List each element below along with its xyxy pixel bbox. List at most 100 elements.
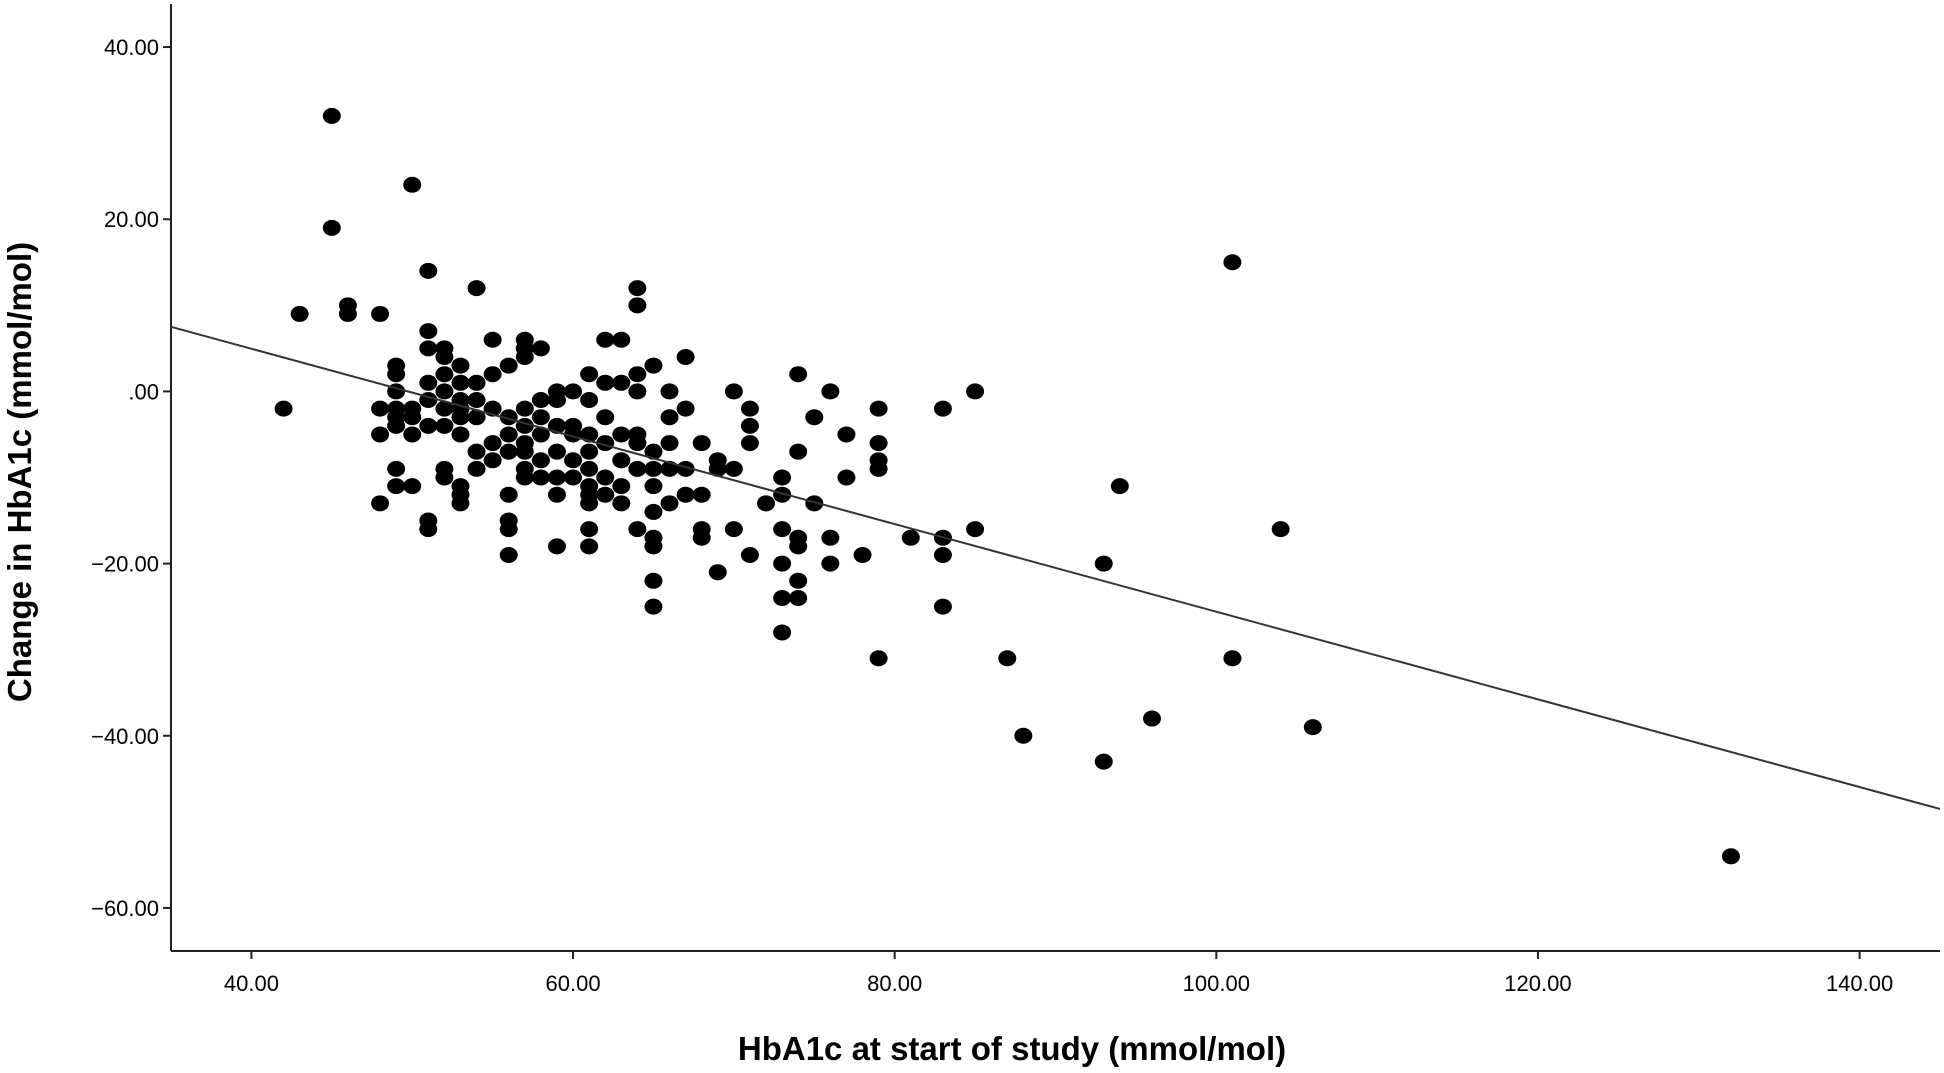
- data-point: [596, 469, 615, 486]
- data-point: [580, 392, 599, 409]
- data-point: [789, 572, 808, 589]
- data-point: [692, 486, 711, 503]
- data-point: [740, 546, 759, 563]
- data-point: [387, 460, 406, 477]
- data-point: [451, 409, 470, 426]
- data-point: [644, 478, 663, 495]
- x-axis-title: HbA1c at start of study (mmol/mol): [738, 1030, 1286, 1067]
- data-point: [612, 426, 631, 443]
- data-points: [274, 107, 1740, 865]
- data-point: [419, 417, 438, 434]
- data-point: [531, 426, 550, 443]
- data-point: [1094, 753, 1113, 770]
- data-point: [338, 305, 357, 322]
- data-point: [933, 546, 952, 563]
- data-point: [660, 495, 679, 512]
- data-point: [628, 366, 647, 383]
- data-point: [740, 435, 759, 452]
- data-point: [628, 280, 647, 297]
- data-point: [467, 443, 486, 460]
- data-point: [435, 348, 454, 365]
- data-point: [596, 409, 615, 426]
- data-point: [499, 426, 518, 443]
- data-point: [805, 409, 824, 426]
- data-point: [419, 521, 438, 538]
- data-point: [547, 469, 566, 486]
- data-point: [869, 460, 888, 477]
- data-point: [869, 435, 888, 452]
- data-point: [628, 435, 647, 452]
- data-point: [692, 529, 711, 546]
- data-point: [773, 555, 792, 572]
- data-point: [547, 392, 566, 409]
- data-point: [1142, 710, 1161, 727]
- data-point: [467, 280, 486, 297]
- data-point: [499, 546, 518, 563]
- data-point: [483, 435, 502, 452]
- data-point: [483, 452, 502, 469]
- data-point: [387, 417, 406, 434]
- x-tick-label: 120.00: [1504, 971, 1571, 996]
- data-point: [628, 521, 647, 538]
- data-point: [451, 495, 470, 512]
- data-point: [708, 564, 727, 581]
- data-point: [499, 409, 518, 426]
- x-tick-label: 140.00: [1826, 971, 1893, 996]
- data-point: [467, 392, 486, 409]
- data-point: [403, 478, 422, 495]
- data-point: [644, 357, 663, 374]
- data-point: [515, 443, 534, 460]
- data-point: [644, 460, 663, 477]
- data-point: [773, 624, 792, 641]
- data-point: [789, 538, 808, 555]
- data-point: [724, 460, 743, 477]
- data-point: [499, 521, 518, 538]
- x-tick-label: 40.00: [224, 971, 279, 996]
- data-point: [371, 426, 390, 443]
- data-point: [371, 495, 390, 512]
- data-point: [773, 521, 792, 538]
- data-point: [580, 460, 599, 477]
- data-point: [403, 409, 422, 426]
- data-point: [290, 305, 309, 322]
- data-point: [708, 460, 727, 477]
- data-point: [1223, 254, 1242, 271]
- data-point: [564, 452, 583, 469]
- data-point: [451, 357, 470, 374]
- data-point: [724, 521, 743, 538]
- data-point: [676, 348, 695, 365]
- x-tick-label: 100.00: [1183, 971, 1250, 996]
- data-point: [933, 598, 952, 615]
- data-point: [322, 219, 341, 236]
- data-point: [740, 400, 759, 417]
- data-point: [773, 469, 792, 486]
- data-point: [821, 529, 840, 546]
- y-tick-label: −20.00: [91, 552, 159, 577]
- data-point: [789, 443, 808, 460]
- data-point: [724, 383, 743, 400]
- data-point: [531, 452, 550, 469]
- data-point: [419, 340, 438, 357]
- data-point: [515, 469, 534, 486]
- data-point: [403, 426, 422, 443]
- data-point: [644, 572, 663, 589]
- data-point: [547, 486, 566, 503]
- y-tick-label: 20.00: [104, 207, 159, 232]
- data-point: [580, 366, 599, 383]
- data-point: [451, 374, 470, 391]
- data-point: [612, 495, 631, 512]
- data-point: [1014, 727, 1033, 744]
- data-point: [564, 469, 583, 486]
- data-point: [531, 340, 550, 357]
- data-point: [580, 538, 599, 555]
- data-point: [966, 521, 985, 538]
- data-point: [789, 366, 808, 383]
- data-point: [644, 598, 663, 615]
- data-point: [547, 443, 566, 460]
- data-point: [515, 348, 534, 365]
- data-point: [531, 409, 550, 426]
- data-point: [644, 503, 663, 520]
- data-point: [998, 650, 1017, 667]
- data-point: [435, 383, 454, 400]
